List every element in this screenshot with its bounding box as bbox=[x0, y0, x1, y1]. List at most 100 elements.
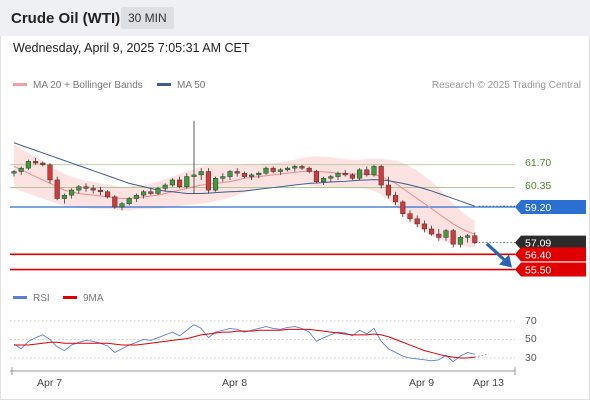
candle-body bbox=[40, 162, 46, 165]
candle-body bbox=[112, 196, 118, 208]
legend-rsi: RSI bbox=[13, 293, 50, 304]
candle-body bbox=[371, 166, 377, 176]
bollinger-band bbox=[14, 144, 475, 248]
ma20-swatch-icon bbox=[13, 82, 27, 86]
candle-body bbox=[429, 228, 435, 235]
price-levels bbox=[10, 164, 515, 271]
candle-body bbox=[213, 178, 219, 191]
level-label-r2: 61.70 bbox=[525, 157, 552, 169]
candle-body bbox=[234, 171, 240, 174]
candle-body bbox=[393, 194, 399, 203]
candle-body bbox=[141, 191, 147, 196]
bollinger-band-area bbox=[14, 144, 475, 248]
candle-body bbox=[11, 171, 17, 174]
x-label-apr7: Apr 7 bbox=[37, 377, 63, 389]
legend-9ma-label: 9MA bbox=[83, 293, 104, 304]
candle-body bbox=[285, 167, 291, 171]
rsi-line bbox=[13, 324, 475, 363]
candle-body bbox=[436, 233, 442, 238]
ma50-line bbox=[13, 142, 475, 207]
candle-body bbox=[184, 176, 190, 187]
price-tag-label-s1: 56.40 bbox=[525, 249, 551, 261]
candle-body bbox=[241, 172, 247, 177]
candle-body bbox=[33, 161, 39, 164]
report-datetime: Wednesday, April 9, 2025 7:05:31 AM CET bbox=[13, 41, 250, 55]
candle-body bbox=[97, 189, 103, 193]
candle-body bbox=[148, 191, 154, 194]
candle-body bbox=[465, 235, 471, 238]
rsi-panel bbox=[10, 320, 515, 363]
rsi-label-30: 30 bbox=[525, 352, 537, 364]
candle-body bbox=[198, 171, 204, 176]
candle-body bbox=[328, 176, 334, 179]
candle-body bbox=[25, 161, 31, 169]
candle-body bbox=[457, 237, 463, 245]
candle-body bbox=[177, 179, 183, 187]
candle-body bbox=[249, 174, 255, 177]
legend-ma20: MA 20 + Bollinger Bands bbox=[13, 80, 143, 91]
candle-body bbox=[69, 189, 75, 196]
x-label-apr9: Apr 9 bbox=[409, 377, 435, 389]
legend-rsi-label: RSI bbox=[33, 293, 50, 304]
candle-body bbox=[54, 179, 60, 199]
candle-body bbox=[335, 172, 341, 177]
price-tag-label-pivot: 59.20 bbox=[525, 202, 551, 214]
ma9-swatch-icon bbox=[63, 295, 77, 299]
x-label-apr8: Apr 8 bbox=[222, 377, 248, 389]
timeframe-button[interactable]: 30 MIN bbox=[121, 7, 174, 29]
instrument-title: Crude Oil (WTI) bbox=[11, 10, 121, 27]
legend-ma20-label: MA 20 + Bollinger Bands bbox=[33, 80, 143, 91]
candle-body bbox=[256, 172, 262, 176]
candle-body bbox=[83, 186, 89, 189]
candle-body bbox=[407, 213, 413, 220]
candle-body bbox=[421, 223, 427, 230]
candle-body bbox=[220, 176, 226, 179]
candle-body bbox=[414, 218, 420, 225]
candle-body bbox=[155, 188, 161, 194]
price-tag-s1 bbox=[515, 247, 586, 262]
candle-body bbox=[263, 167, 269, 174]
price-tag-pivot bbox=[515, 200, 586, 214]
rsi-swatch-icon bbox=[13, 295, 27, 299]
candle-body bbox=[292, 166, 298, 169]
candle-body bbox=[126, 198, 132, 204]
candles bbox=[11, 120, 478, 248]
rsi-ma-line bbox=[14, 328, 475, 359]
candle-body bbox=[90, 188, 96, 191]
candle-body bbox=[205, 171, 211, 191]
ma50-swatch-icon bbox=[157, 82, 171, 86]
legend-ma50-label: MA 50 bbox=[177, 80, 206, 91]
candle-body bbox=[378, 166, 384, 186]
rsi-projection bbox=[474, 353, 489, 358]
legend-9ma: 9MA bbox=[63, 293, 104, 304]
price-tag-label-last: 57.09 bbox=[525, 238, 551, 250]
price-tag-last bbox=[515, 235, 586, 250]
legend-ma50: MA 50 bbox=[157, 80, 205, 91]
candle-body bbox=[450, 230, 456, 245]
candle-body bbox=[227, 171, 233, 177]
candle-body bbox=[299, 166, 305, 169]
forecast-arrow-head bbox=[499, 254, 512, 268]
candle-body bbox=[277, 169, 283, 172]
candle-body bbox=[76, 186, 82, 191]
x-axis bbox=[10, 367, 516, 375]
candle-body bbox=[349, 174, 355, 179]
header-bar: Crude Oil (WTI) 30 MIN bbox=[0, 0, 590, 36]
candle-body bbox=[443, 230, 449, 238]
forecast-arrow-shaft bbox=[485, 242, 506, 261]
candle-body bbox=[385, 184, 391, 196]
forecast-arrow bbox=[485, 242, 512, 268]
candle-body bbox=[313, 171, 319, 182]
credit-text: Research © 2025 Trading Central bbox=[431, 80, 581, 91]
candle-body bbox=[321, 178, 327, 182]
candle-body bbox=[357, 169, 363, 179]
candle-body bbox=[169, 179, 175, 186]
candle-body bbox=[162, 184, 168, 189]
candle-body bbox=[47, 164, 53, 181]
candle-body bbox=[61, 194, 67, 199]
candle-body bbox=[133, 194, 139, 199]
level-label-r1: 60.35 bbox=[525, 180, 552, 192]
price-tag-label-s2: 55.50 bbox=[525, 265, 551, 277]
